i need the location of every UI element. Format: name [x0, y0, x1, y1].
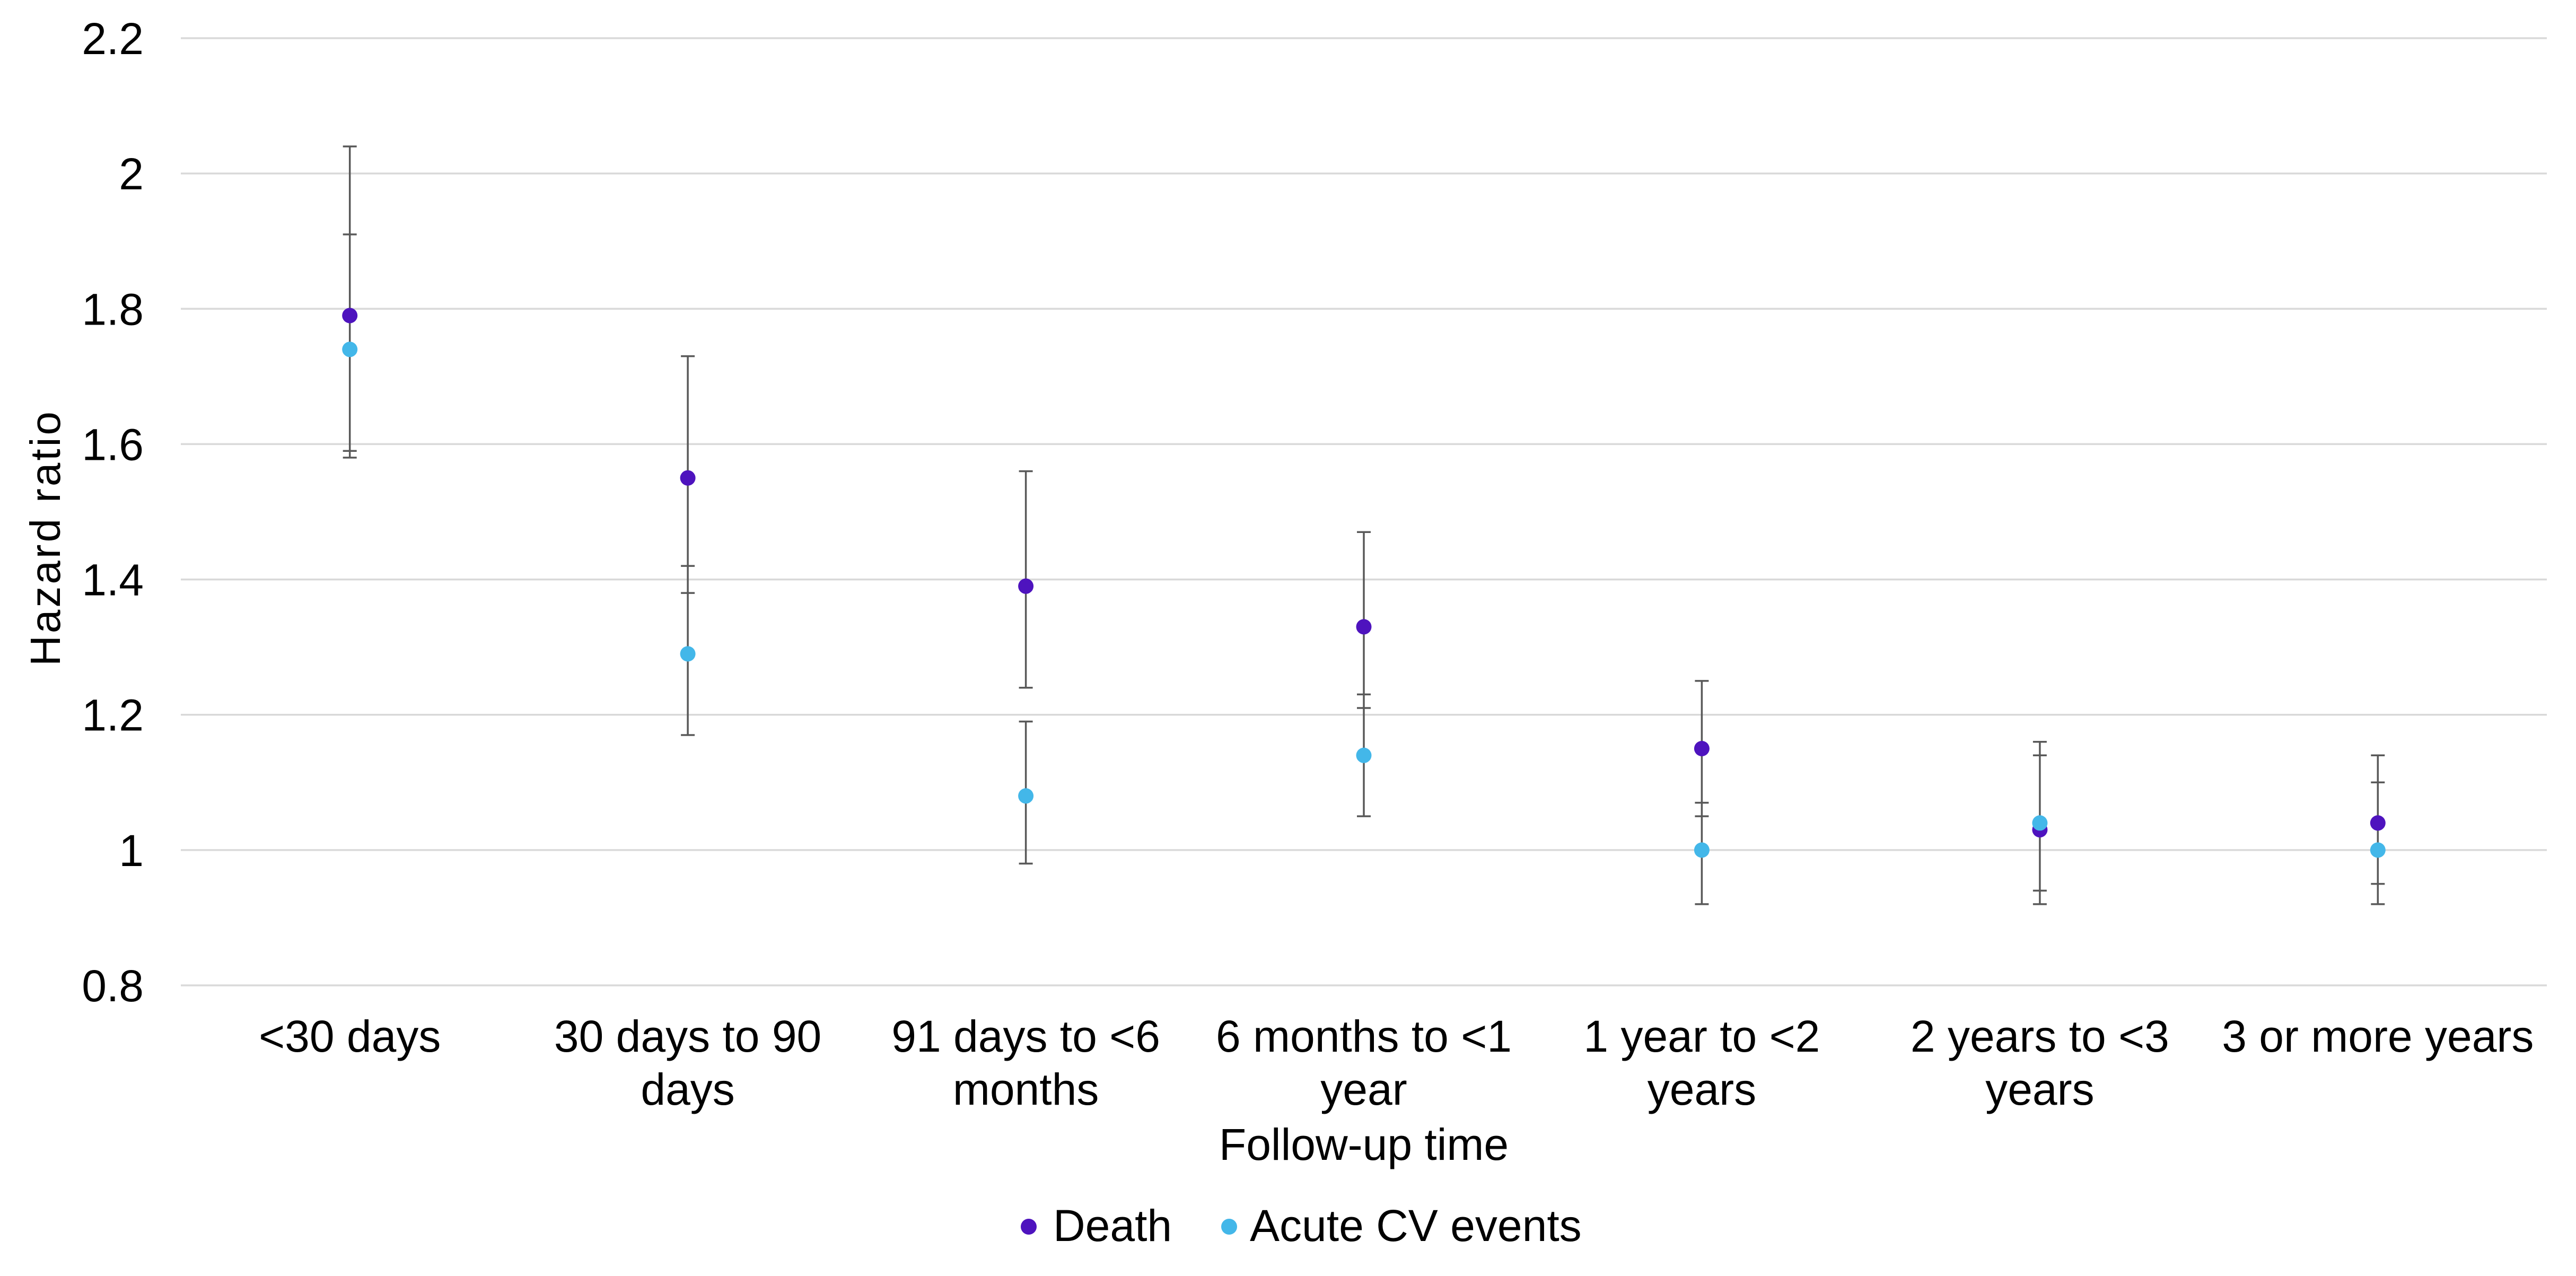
- svg-text:6 months to <1: 6 months to <1: [1216, 1011, 1512, 1061]
- svg-text:Hazard ratio: Hazard ratio: [22, 409, 69, 666]
- svg-text:1.4: 1.4: [82, 555, 144, 605]
- svg-text:2: 2: [119, 149, 144, 199]
- svg-text:days: days: [641, 1064, 734, 1114]
- svg-text:Acute CV events: Acute CV events: [1250, 1201, 1582, 1251]
- svg-text:2.2: 2.2: [82, 14, 144, 64]
- svg-text:3 or more years: 3 or more years: [2222, 1011, 2534, 1061]
- svg-text:months: months: [953, 1064, 1099, 1114]
- svg-text:1: 1: [119, 826, 144, 876]
- svg-text:30 days to 90: 30 days to 90: [554, 1011, 821, 1061]
- svg-text:years: years: [1648, 1064, 1756, 1114]
- svg-text:years: years: [1985, 1064, 2094, 1114]
- svg-text:year: year: [1320, 1064, 1407, 1114]
- svg-text:91 days to <6: 91 days to <6: [891, 1011, 1160, 1061]
- svg-text:Follow-up time: Follow-up time: [1219, 1120, 1509, 1169]
- svg-text:0.8: 0.8: [82, 961, 144, 1011]
- svg-text:Death: Death: [1053, 1201, 1172, 1251]
- svg-text:1 year to <2: 1 year to <2: [1583, 1011, 1820, 1061]
- svg-text:1.2: 1.2: [82, 691, 144, 740]
- svg-text:1.8: 1.8: [82, 284, 144, 334]
- svg-text:<30 days: <30 days: [259, 1011, 441, 1061]
- svg-text:2 years to <3: 2 years to <3: [1911, 1011, 2169, 1061]
- svg-text:1.6: 1.6: [82, 419, 144, 469]
